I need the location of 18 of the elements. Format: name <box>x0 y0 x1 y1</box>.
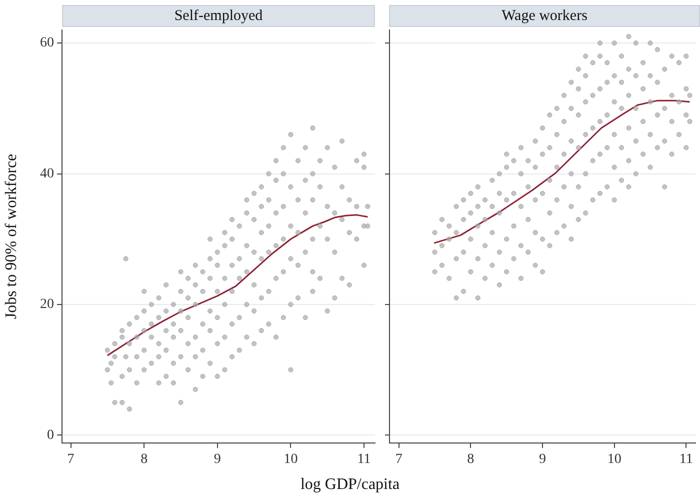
y-tick-label: 40 <box>40 166 54 182</box>
x-tick-label: 9 <box>214 452 221 468</box>
x-tick-label: 8 <box>140 452 148 468</box>
x-tick-label: 11 <box>679 452 693 468</box>
y-tick-label: 20 <box>40 297 54 312</box>
x-tick-label: 11 <box>357 452 371 468</box>
x-tick-label: 9 <box>539 452 546 468</box>
chart-title: Wage workers <box>389 5 700 27</box>
x-tick-label: 10 <box>284 452 298 468</box>
y-tick-label: 60 <box>40 36 54 51</box>
x-axis-title: log GDP/capita <box>299 476 401 494</box>
x-tick-label: 8 <box>467 452 474 468</box>
y-tick-label: 0 <box>47 428 54 443</box>
y-axis-title: Jobs to 90% of workforce <box>2 154 20 320</box>
chart-title: Self-employed <box>62 5 375 27</box>
x-tick-label: 7 <box>395 452 402 468</box>
x-tick-label: 10 <box>607 452 622 468</box>
x-tick-label: 7 <box>67 452 74 468</box>
